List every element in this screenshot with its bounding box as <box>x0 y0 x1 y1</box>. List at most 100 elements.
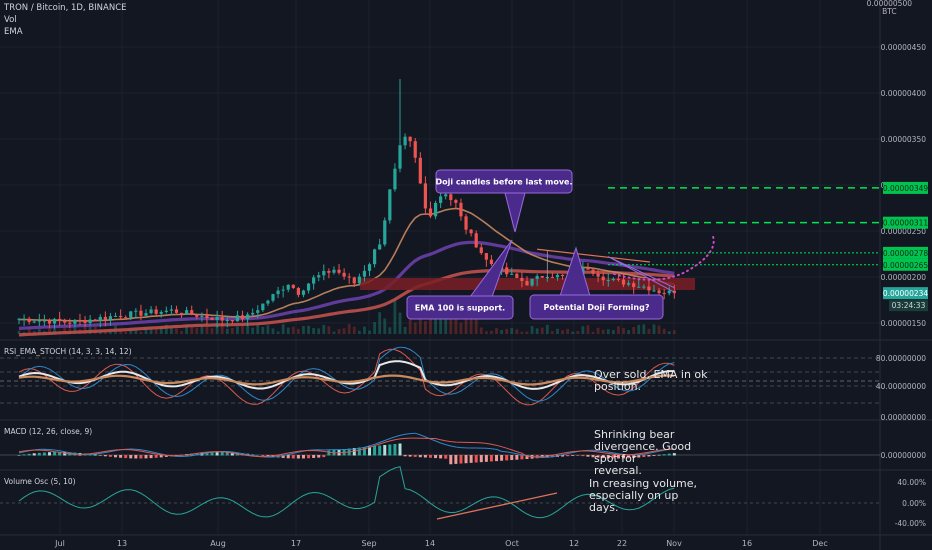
candle-body <box>205 315 209 319</box>
ema-legend[interactable]: EMA <box>4 27 23 37</box>
candle-body <box>347 276 351 278</box>
macd-hist-bar <box>586 455 590 457</box>
macd-hist-bar <box>37 452 41 456</box>
macd-hist-bar <box>576 455 580 456</box>
macd-hist-bar <box>383 445 387 456</box>
volume-bar <box>225 328 229 334</box>
volume-bar <box>190 326 194 334</box>
macd-hist-bar <box>439 455 443 459</box>
volume-bar <box>383 318 387 334</box>
volume-bar <box>606 329 610 334</box>
candle-body <box>423 183 427 209</box>
callout-doji-before-box <box>435 169 573 194</box>
volume-bar <box>576 330 580 334</box>
candle-body <box>220 317 224 321</box>
volume-bar <box>27 327 31 334</box>
volume-bar <box>596 327 600 334</box>
top-tick: 0.00000500 <box>866 0 912 8</box>
macd-hist-bar <box>571 455 575 456</box>
volume-bar <box>312 327 316 334</box>
volume-bar <box>525 331 529 334</box>
volume-bar <box>611 330 615 334</box>
volume-bar <box>322 324 326 334</box>
volume-bar <box>180 331 183 334</box>
macd-hist-bar <box>464 455 468 464</box>
candle-body <box>22 318 26 320</box>
candle-body <box>235 315 240 322</box>
candle-body <box>17 318 21 320</box>
rsi-ema-line <box>18 374 675 386</box>
macd-hist-bar <box>159 455 163 458</box>
candle-body <box>433 202 438 217</box>
volume-bar <box>627 330 630 334</box>
candle-body <box>185 310 189 315</box>
candle-body <box>413 141 417 158</box>
candle-body <box>621 279 626 285</box>
macd-hist-bar <box>286 455 290 459</box>
macd-hist-bar <box>129 455 133 459</box>
vol-legend[interactable]: Vol <box>4 15 17 25</box>
time-label: 13 <box>117 539 127 548</box>
volume-bar <box>617 326 620 334</box>
volume-bar <box>551 331 554 334</box>
volume-bar <box>266 325 270 334</box>
candle-body <box>367 264 372 271</box>
candle-body <box>616 278 621 280</box>
candle-body <box>113 315 118 317</box>
time-label: Aug <box>210 539 226 548</box>
countdown-badge <box>889 300 928 312</box>
projection-path <box>613 232 715 281</box>
candle-body <box>596 273 600 277</box>
macd-hist-bar <box>368 446 372 456</box>
macd-line <box>18 432 675 458</box>
macd-hist-bar <box>454 455 458 464</box>
volume-bar <box>672 330 676 334</box>
candle-body <box>357 276 361 284</box>
macd-hist-bar <box>444 455 448 459</box>
candle-body <box>484 253 488 260</box>
volume-bar <box>632 326 636 334</box>
volume-bar <box>408 316 412 334</box>
volume-bar <box>276 331 280 334</box>
macd-hist-bar <box>652 455 656 456</box>
macd-hist-bar <box>479 455 483 463</box>
candle-body <box>27 318 31 322</box>
macd-hist-bar <box>561 455 565 457</box>
macd-hist-bar <box>606 455 610 459</box>
volume-bar <box>388 327 392 334</box>
volosc-note: In creasing volume, <box>589 477 697 490</box>
volume-bar <box>500 329 503 334</box>
volume-bar <box>373 321 376 334</box>
candle-body <box>342 272 346 277</box>
last-price-text: 0.00000234 <box>883 289 929 298</box>
currency-label: BTC <box>882 7 897 16</box>
volume-bar <box>256 324 260 334</box>
last-price-badge <box>883 287 928 300</box>
candle-body <box>88 319 92 323</box>
volosc-note: days. <box>589 501 618 514</box>
grid-lines <box>0 0 880 535</box>
macd-hist-bar <box>566 455 570 457</box>
time-label: Sep <box>361 539 376 548</box>
ema-short-line <box>18 207 675 322</box>
volosc-line <box>18 466 675 519</box>
candle-body <box>505 267 509 275</box>
volume-bar <box>317 328 321 334</box>
callout-pointer <box>469 239 513 298</box>
volume-bar <box>403 326 407 334</box>
candle-body <box>550 276 554 278</box>
macd-hist-bar <box>616 455 620 459</box>
price-tick: 0.00000350 <box>881 135 927 144</box>
volume-bar <box>378 312 382 334</box>
macd-hist-bar <box>63 452 67 456</box>
ema-lines <box>18 207 695 337</box>
symbol-title[interactable]: TRON / Bitcoin, 1D, BINANCE <box>4 3 127 13</box>
volume-bar <box>134 329 138 334</box>
macd-hist-bar <box>53 452 57 456</box>
volume-bar <box>144 327 148 334</box>
volume-bar <box>398 312 402 334</box>
macd-hist-bar <box>632 455 636 458</box>
macd-hist-bar <box>449 455 453 465</box>
